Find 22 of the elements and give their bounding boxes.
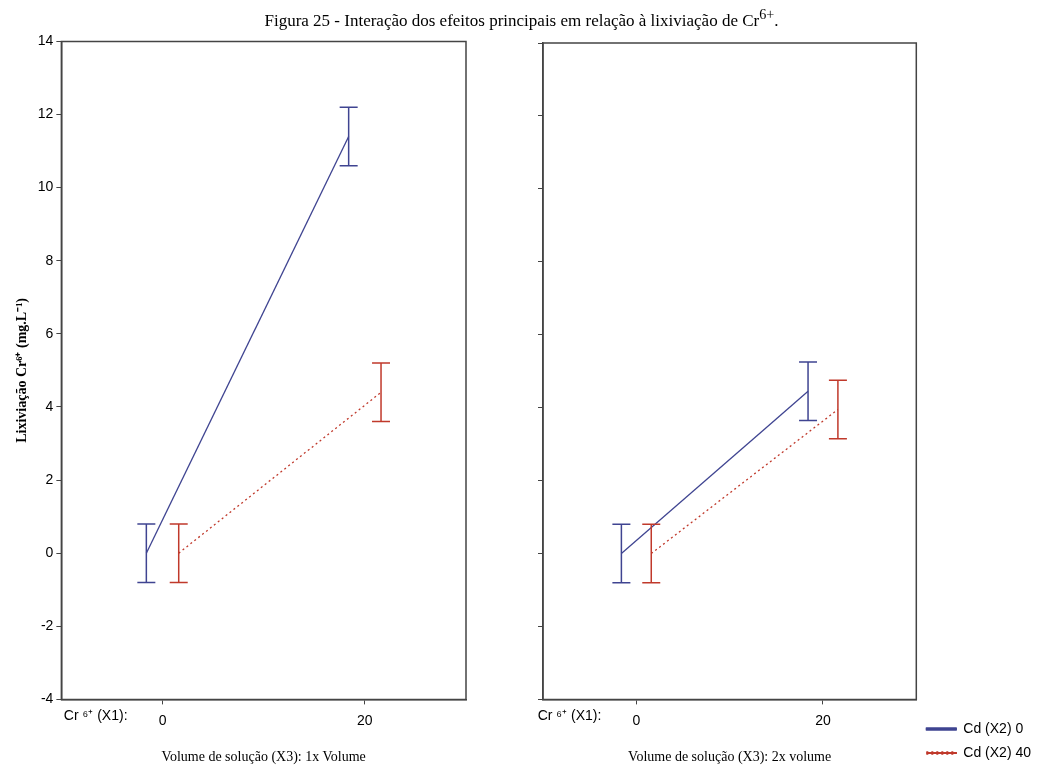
y-tick-label: 12 [37, 105, 54, 122]
y-tick-label: 4 [45, 397, 54, 414]
y-tick-label: 14 [37, 32, 54, 49]
x-tick-label: 0 [158, 711, 167, 728]
y-tick-label: -2 [40, 617, 54, 634]
text: Cr ⁶⁺ (X1): [537, 707, 602, 724]
legend-label: Cd (X2) 0 [963, 719, 1024, 736]
text: Cr ⁶⁺ (X1): [63, 707, 128, 724]
x-axis-title: Volume de solução (X3): 1x Volume [161, 749, 366, 766]
y-tick-label: -4 [40, 690, 54, 707]
y-tick-label: 10 [37, 178, 54, 195]
x-tick-label: 0 [632, 711, 641, 728]
legend-label: Cd (X2) 40 [963, 743, 1032, 760]
x-axis-title: Volume de solução (X3): 2x volume [628, 749, 832, 766]
y-tick-label: 8 [45, 251, 54, 268]
x-tick-label: 20 [357, 711, 373, 728]
y-axis-title: Lixiviação Cr⁶⁺ (mg.L⁻¹) [14, 297, 31, 443]
y-tick-label: 0 [45, 544, 54, 561]
text: Figura 25 - Interação dos efeitos principais em relação à lixiviação de Cr$^{6+}$. [263, 6, 780, 31]
y-tick-label: 2 [45, 470, 54, 487]
y-tick-label: 6 [45, 324, 54, 341]
x-tick-label: 20 [815, 711, 831, 728]
